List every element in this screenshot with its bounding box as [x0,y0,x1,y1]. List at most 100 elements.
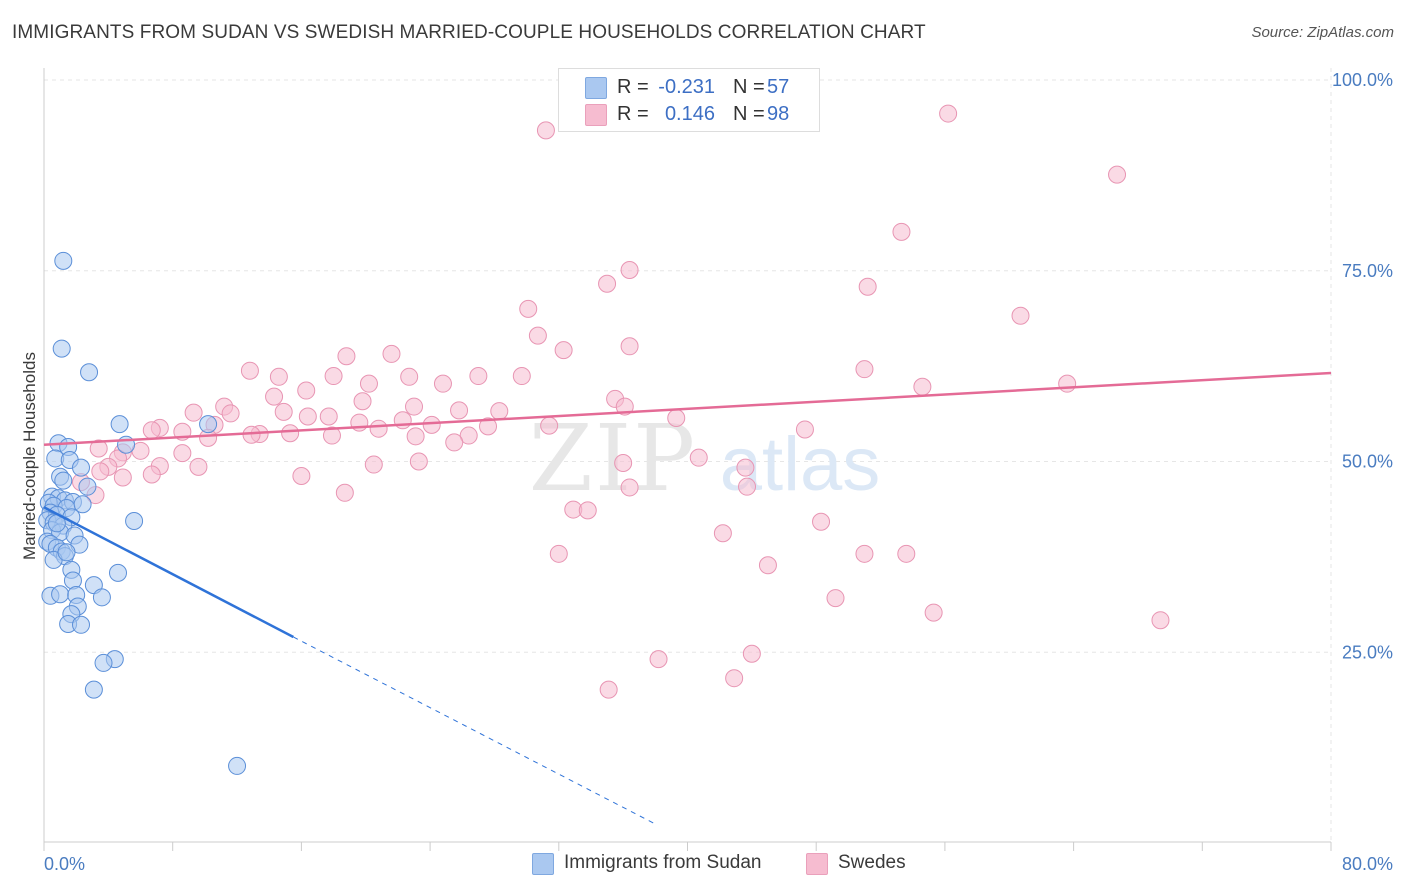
y-axis-label: Married-couple Households [20,352,39,560]
swedes-point [265,387,284,406]
swedes-point [422,415,441,434]
swedes-point [292,466,311,485]
swedes-point [406,427,425,446]
swedes-point [274,402,293,421]
swedes-point [758,556,777,575]
swedes-point [1058,374,1077,393]
swedes-point [322,426,341,445]
sudan-point [73,495,92,514]
y-tick-label: 25.0% [1342,642,1393,662]
swedes-point [725,669,744,688]
swedes-point [598,274,617,293]
swedes-point [858,277,877,296]
legend-swatch-swedes [806,853,828,875]
legend-row-sudan: R = -0.231 N = 57 [559,74,819,100]
swedes-point [189,457,208,476]
sudan-point [52,339,71,358]
sudan-point [84,680,103,699]
swedes-point [89,439,108,458]
legend-label-sudan: Immigrants from Sudan [564,852,762,873]
correlation-legend: R = -0.231 N = 57 R = 0.146 N = 98 [558,68,820,132]
sudan-point [110,415,129,434]
sudan-point [72,615,91,634]
swedes-point [549,544,568,563]
sudan-point [228,756,247,775]
sudan-point [109,563,128,582]
axes [43,68,1332,851]
swedes-point [298,407,317,426]
swedes-point [1151,611,1170,630]
legend-n-label: N = [733,76,765,98]
trend-lines [43,371,1332,824]
sudan-point [199,415,218,434]
swedes-point [91,462,110,481]
y-tick-label: 75.0% [1342,261,1393,281]
swedes-point [337,347,356,366]
swedes-point [826,589,845,608]
sudan-point [94,653,113,672]
swedes-point [459,426,478,445]
chart-title: IMMIGRANTS FROM SUDAN VS SWEDISH MARRIED… [12,22,926,43]
swedes-point [450,401,469,420]
swedes-point [240,361,259,380]
swedes-point [400,367,419,386]
swedes-point [221,404,240,423]
sudan-point [125,512,144,531]
swedes-point [913,377,932,396]
sudan-point [92,588,111,607]
y-tick-label: 50.0% [1342,452,1393,472]
x-tick-label-max: 80.0% [1342,854,1393,874]
swedes-point [1108,165,1127,184]
swedes-point [242,425,261,444]
y-tick-label: 100.0% [1332,70,1393,90]
swedes-point [445,433,464,452]
legend-n-value: 98 [767,103,790,125]
swedes-point [667,409,686,428]
sudan-point [54,471,73,490]
legend-row-swedes: R = 0.146 N = 98 [559,101,819,127]
swedes-point [184,403,203,422]
swedes-point [897,544,916,563]
swedes-point [615,397,634,416]
legend-r-label: R = [617,103,649,125]
swedes-trend-line [43,371,1332,446]
swedes-point [736,458,755,477]
swedes-point [689,448,708,467]
sudan-point [78,477,97,496]
swedes-point [269,367,288,386]
swedes-point [409,452,428,471]
swedes-point [620,478,639,497]
swedes-point [512,367,531,386]
chart-source: Source: ZipAtlas.com [1251,24,1394,41]
swedes-point [738,477,757,496]
swedes-point [479,417,498,436]
swedes-point [578,501,597,520]
sudan-point [54,251,73,270]
legend-swatch-sudan [532,853,554,875]
swedes-point [1011,306,1030,325]
legend-r-value: 0.146 [664,103,715,125]
x-tick-label-min: 0.0% [44,854,85,874]
swedes-point [113,468,132,487]
swedes-point [939,104,958,123]
swedes-point [528,326,547,345]
legend-r-label: R = [617,76,649,98]
swedes-point [469,367,488,386]
swedes-point [324,367,343,386]
legend-r-value: -0.231 [658,76,715,98]
swedes-point [281,424,300,443]
legend-n-value: 57 [767,76,790,98]
swedes-point [649,650,668,669]
swedes-point [405,397,424,416]
swedes-point [614,454,633,473]
swedes-point [433,374,452,393]
swedes-point [924,603,943,622]
legend-n-label: N = [733,103,765,125]
sudan-trend-line [43,506,294,639]
swedes-point [142,465,161,484]
sudan-point [57,543,76,562]
swedes-point [540,416,559,435]
swedes-point [173,444,192,463]
swedes-point [742,644,761,663]
